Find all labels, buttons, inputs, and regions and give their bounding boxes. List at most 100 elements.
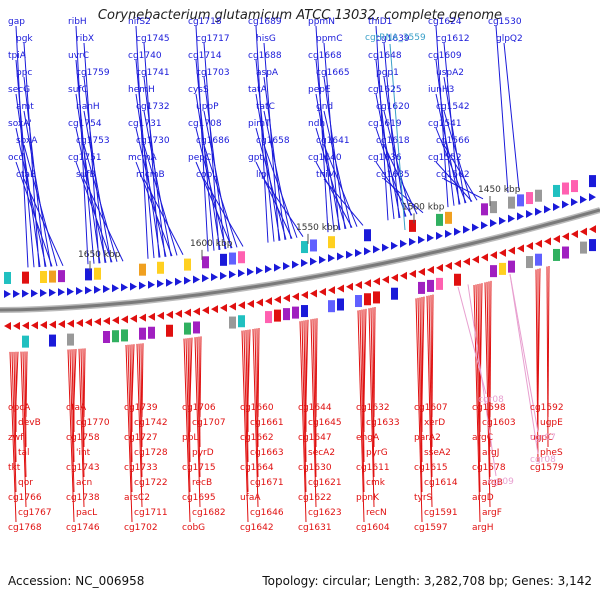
reverse-leader [20, 351, 27, 508]
forward-gene-label: cg1639 [376, 34, 410, 44]
forward-gene-arrow [31, 289, 38, 298]
reverse-leader [187, 338, 191, 463]
forward-gene-label: uspA2 [436, 68, 464, 78]
reverse-leader [310, 319, 317, 508]
cog-block [328, 236, 335, 249]
forward-gene-arrow [193, 275, 200, 284]
reverse-gene-label: argJ [482, 448, 499, 458]
reverse-gene-arrow [319, 287, 326, 296]
forward-gene-arrow [535, 207, 542, 216]
forward-leader [135, 93, 161, 258]
reverse-leader [357, 310, 365, 523]
forward-gene-label: cg1754 [68, 119, 102, 129]
forward-gene-arrow [445, 229, 452, 238]
reverse-leader [11, 351, 17, 493]
reverse-gene-arrow [454, 259, 461, 268]
forward-gene-label: cg1740 [128, 51, 162, 61]
reverse-gene-label: qor [18, 478, 33, 488]
reverse-gene-arrow [4, 321, 11, 330]
forward-gene-label: cg1641 [316, 136, 350, 146]
cog-block [166, 324, 173, 337]
forward-gene-label: cg1759 [76, 68, 110, 78]
cog-block [562, 246, 569, 259]
cog-block [238, 315, 245, 328]
cog-block [517, 194, 524, 207]
forward-leader [23, 144, 58, 267]
reverse-gene-label: arsC2 [124, 493, 150, 503]
cog-block [22, 335, 29, 348]
reverse-gene-label: cg1615 [414, 463, 448, 473]
forward-gene-label: pepE [308, 85, 331, 95]
reverse-gene-label: recB [192, 478, 212, 488]
reverse-gene-label: cg1766 [8, 493, 42, 503]
forward-gene-label: cg1668 [308, 51, 342, 61]
cog-block [337, 298, 344, 311]
forward-gene-label: cg1541 [428, 119, 462, 129]
reverse-gene-label: cg1660 [240, 403, 274, 413]
reverse-gene-label: argF [482, 508, 502, 518]
tick-label: 1500 kbp [402, 202, 445, 212]
reverse-gene-arrow [202, 306, 209, 315]
reverse-gene-label: cg1631 [298, 523, 332, 533]
forward-leader [435, 161, 473, 202]
reverse-gene-label: pheS [540, 448, 563, 458]
forward-gene-arrow [328, 254, 335, 263]
reverse-gene-label: tyrS [414, 493, 433, 503]
reverse-gene-arrow [526, 242, 533, 251]
forward-gene-arrow [157, 279, 164, 288]
forward-gene-arrow [22, 289, 29, 298]
forward-leader [195, 93, 221, 250]
reverse-gene-arrow [436, 263, 443, 272]
rna-reverse-label: cgr07 [530, 433, 556, 443]
reverse-leader [315, 318, 318, 418]
forward-gene-arrow [364, 247, 371, 256]
forward-gene-label: cg1703 [196, 68, 230, 78]
reverse-gene-arrow [382, 275, 389, 284]
reverse-leader [314, 318, 317, 448]
reverse-leader [83, 348, 86, 418]
forward-leader [435, 25, 449, 208]
forward-leader [383, 178, 424, 214]
forward-gene-label: soxA [16, 136, 38, 146]
reverse-leader [373, 307, 376, 418]
reverse-leader [196, 336, 201, 478]
forward-gene-arrow [265, 265, 272, 274]
reverse-leader [125, 344, 133, 523]
cog-block [508, 260, 515, 273]
reverse-gene-arrow [472, 255, 479, 264]
reverse-gene-label: cg1632 [356, 403, 390, 413]
reverse-gene-label: cg1623 [308, 508, 342, 518]
forward-leader [263, 42, 280, 241]
reverse-gene-arrow [445, 261, 452, 270]
forward-leader [75, 161, 113, 263]
reverse-gene-label: devB [18, 418, 41, 428]
reverse-gene-label: cg1742 [134, 418, 168, 428]
forward-gene-label: tatC [256, 102, 275, 112]
reverse-gene-label: cg1604 [356, 523, 390, 533]
reverse-leader [138, 343, 143, 478]
forward-gene-label: gap [8, 17, 25, 27]
forward-gene-arrow [499, 216, 506, 225]
forward-leader [195, 161, 233, 249]
forward-gene-label: sufB [76, 170, 96, 180]
reverse-gene-arrow [85, 318, 92, 327]
reverse-gene-label: pyrG [366, 448, 388, 458]
reverse-gene-label: cg1622 [298, 493, 332, 503]
reverse-gene-arrow [256, 298, 263, 307]
forward-leader [263, 178, 304, 237]
forward-gene-label: cobL [196, 170, 217, 180]
reverse-gene-arrow [265, 297, 272, 306]
forward-gene-label: cg1542 [436, 102, 470, 112]
reverse-gene-label: acn [76, 478, 92, 488]
cog-block [58, 270, 65, 283]
forward-leader [255, 93, 281, 241]
forward-gene-label: soxA' [8, 119, 32, 129]
forward-gene-arrow [49, 288, 56, 297]
reverse-gene-arrow [220, 303, 227, 312]
reverse-gene-arrow [508, 246, 515, 255]
cog-block [571, 180, 578, 193]
reverse-gene-label: cg1746 [66, 523, 100, 533]
rna-reverse-label: cgr08 [530, 455, 556, 465]
forward-gene-label: lip [256, 170, 267, 180]
reverse-leader [312, 318, 317, 478]
